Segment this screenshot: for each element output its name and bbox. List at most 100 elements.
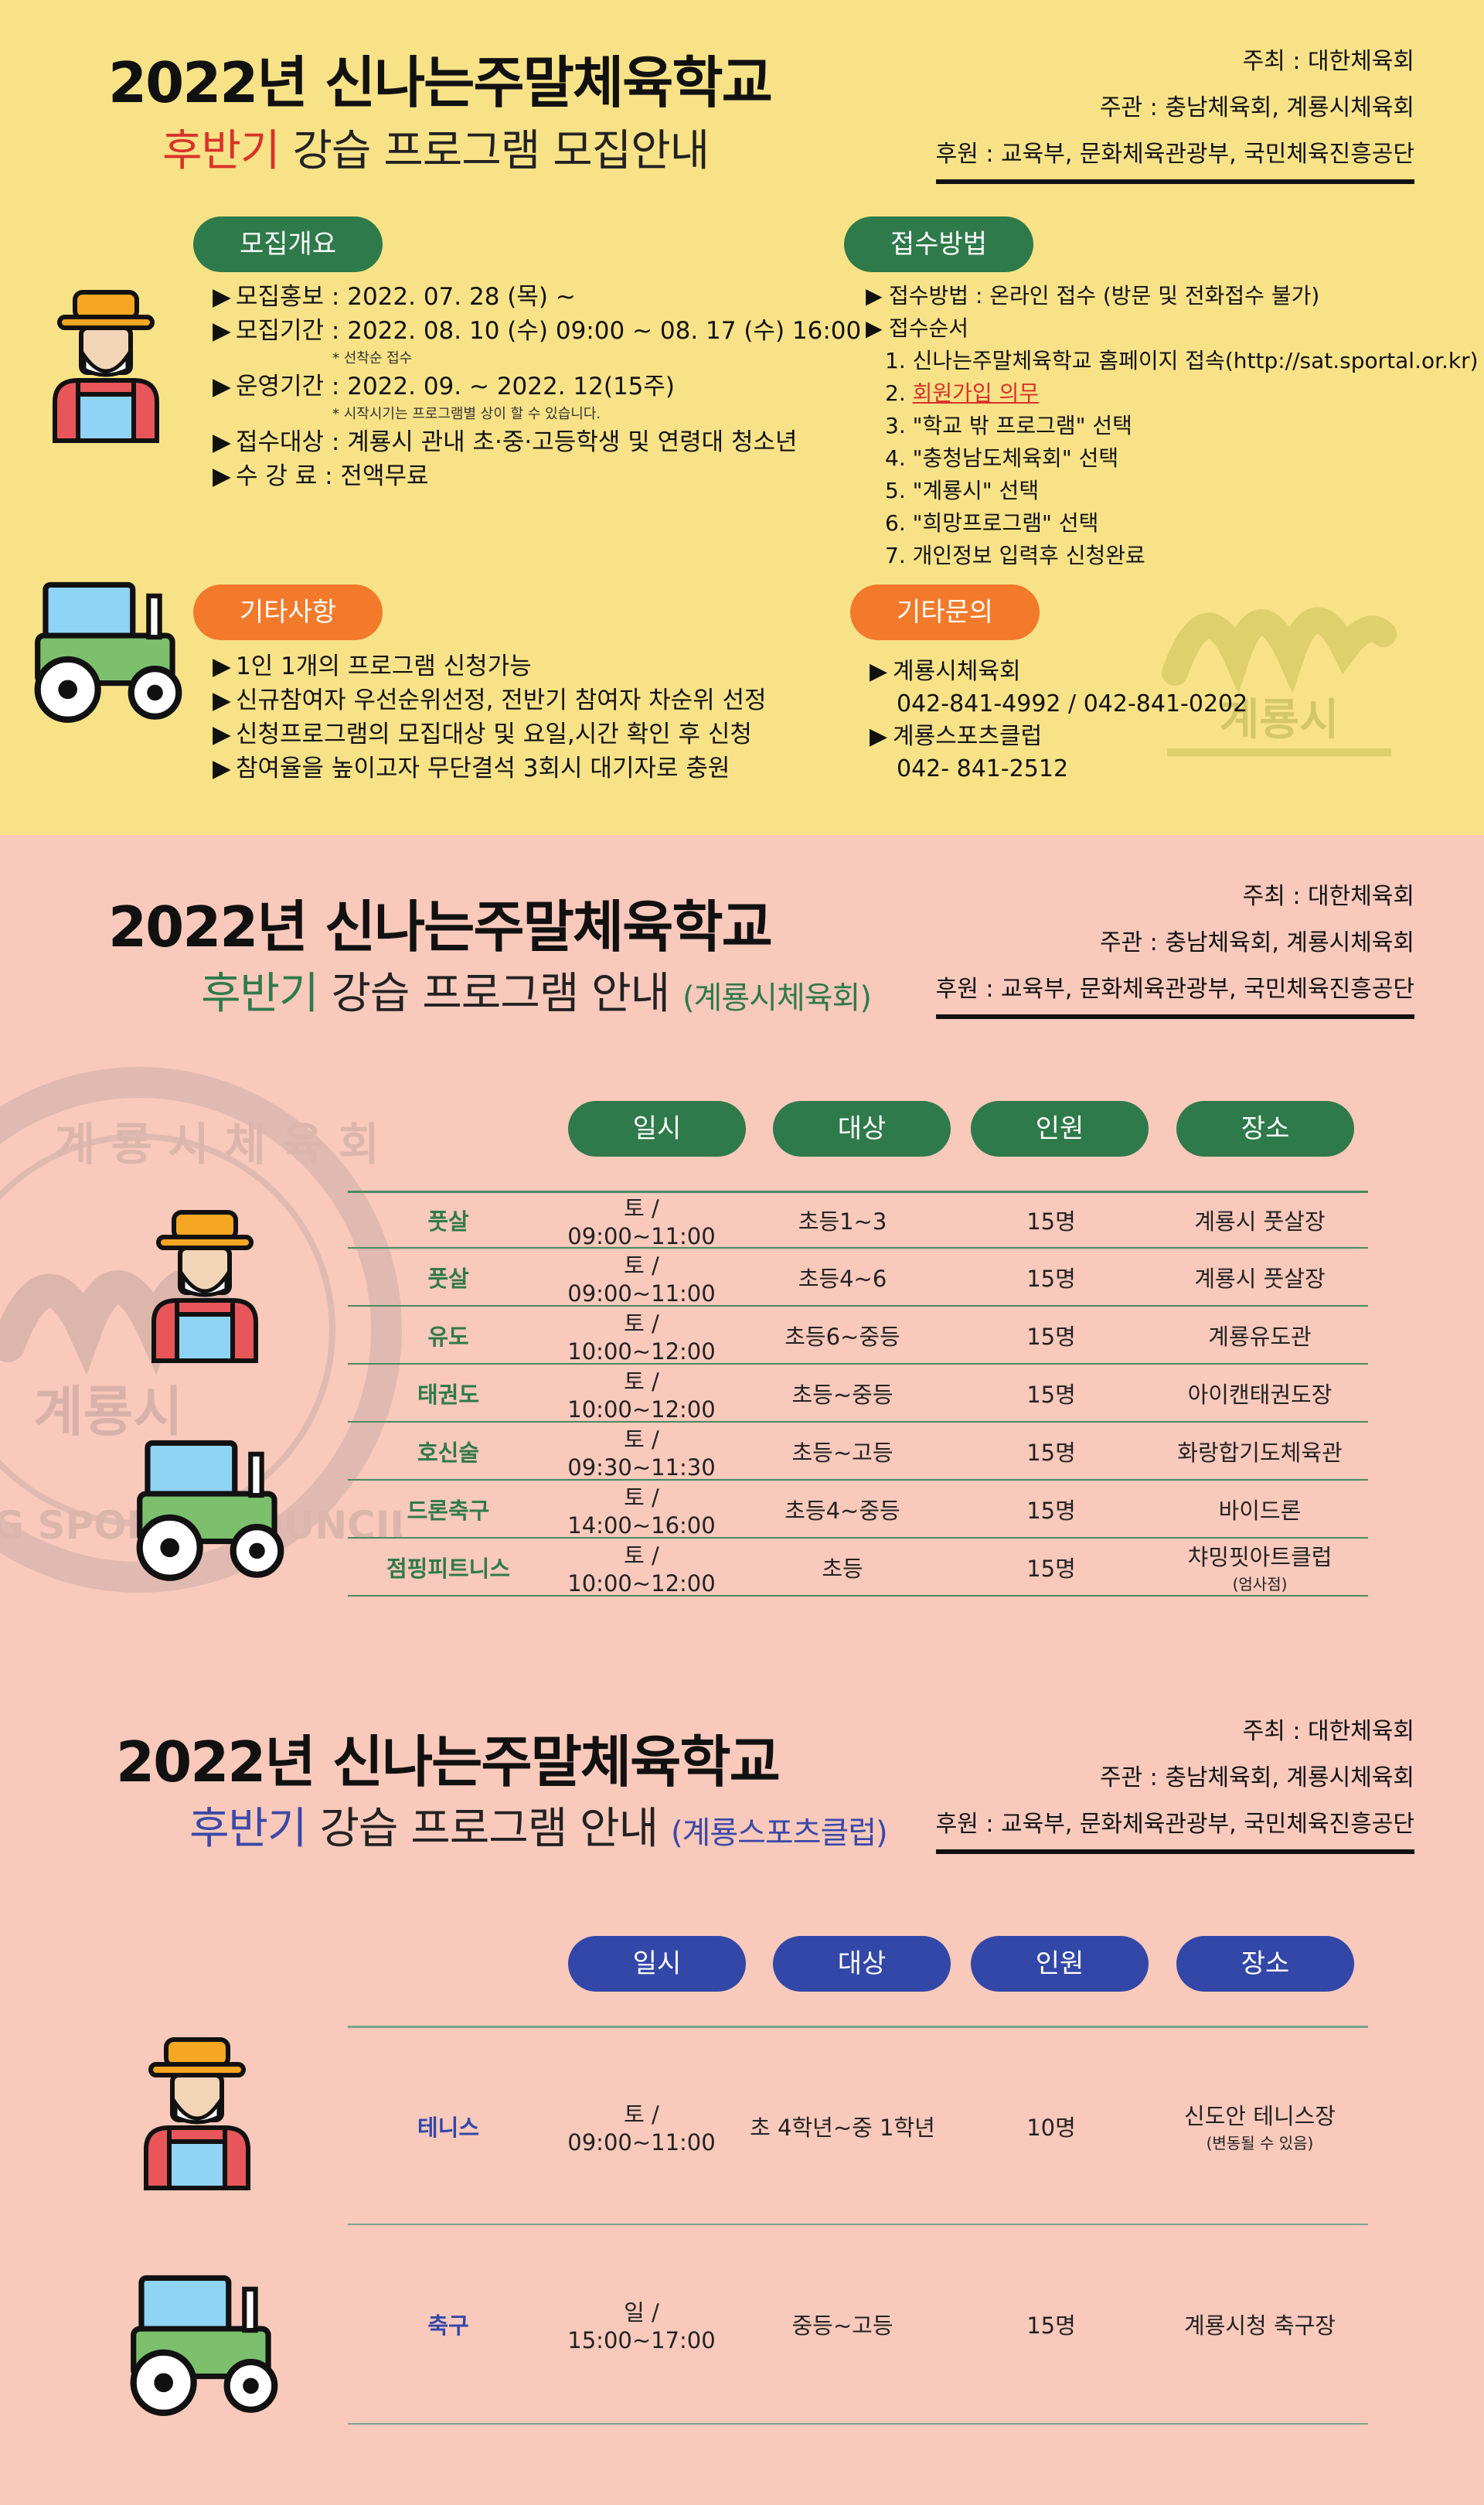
step-item: 3. "학교 밖 프로그램" 선택 — [885, 413, 1132, 438]
place-name: 계룡시청 축구장 — [1184, 2312, 1336, 2339]
place-cell: 계룡시 풋살장 — [1152, 1249, 1368, 1305]
bullet-triangle-icon: ▶ — [213, 317, 231, 345]
list-item: ▶ 1인 1개의 프로그램 신청가능 — [213, 649, 767, 683]
count-cell: 15명 — [1026, 2312, 1076, 2339]
page-title: 2022년 신나는주말체육학교 — [108, 895, 773, 959]
target-cell: 초등1~3 — [798, 1208, 887, 1235]
subtitle-rest: 강습 프로그램 모집안내 — [279, 126, 710, 176]
organizer-text: 주관 : 충남체육회, 계룡시체육회 — [1099, 1764, 1414, 1791]
place-cell: 챠밍핏아트클럽 (엄사점) — [1152, 1539, 1368, 1595]
subtitle-rest: 강습 프로그램 안내 — [306, 1804, 671, 1854]
list-item: ▶ 계룡스포츠클럽 — [870, 721, 1247, 753]
count-cell: 15명 — [1026, 1208, 1076, 1235]
bullet-triangle-icon: ▶ — [213, 755, 231, 782]
count-cell: 10명 — [1026, 2114, 1076, 2141]
contact-list: ▶ 계룡시체육회 042-841-4992 / 042-841-0202 ▶ 계룡스… — [870, 656, 1247, 786]
bullet-triangle-icon: ▶ — [213, 373, 231, 400]
place-name: 계룡시 풋살장 — [1194, 1208, 1326, 1235]
target-cell: 초등 — [822, 1555, 863, 1582]
subtitle-accent: 후반기 — [189, 1804, 308, 1854]
sponsor-text: 후원 : 교육부, 문화체육관광부, 국민체육진흥공단 — [935, 1801, 1414, 1854]
place-name: 계룡시 풋살장 — [1194, 1265, 1326, 1292]
signup-required-text: 회원가입 의무 — [912, 380, 1040, 406]
page-subtitle: 후반기 강습 프로그램 안내 (계룡시체육회) — [201, 959, 872, 1021]
place-cell: 아이캔태권도장 — [1152, 1365, 1368, 1421]
count-cell: 15명 — [1026, 1555, 1076, 1582]
table-header: 일시 대상 인원 장소 — [348, 1098, 1368, 1167]
time-cell: 토 / 10:00~12:00 — [567, 1310, 716, 1365]
step-item: 7. 개인정보 입력후 신청완료 — [885, 543, 1145, 568]
list-item: ▶ 접수대상 : 계룡시 관내 초·중·고등학생 및 연령대 청소년 — [213, 425, 861, 459]
header-time: 일시 — [568, 1936, 746, 1992]
bullet-triangle-icon: ▶ — [213, 653, 231, 680]
host-text: 주최 : 대한체육회 — [1242, 883, 1414, 910]
place-cell: 화랑합기도체육관 — [1152, 1423, 1368, 1479]
header-target: 대상 — [773, 1101, 951, 1157]
program-name: 테니스 — [417, 2114, 480, 2141]
bullet-triangle-icon: ▶ — [870, 723, 888, 750]
table-row: 축구 일 / 15:00~17:00 중등~고등 15명 계룡시청 축구장 — [348, 2225, 1368, 2425]
overview-list: ▶ 모집홍보 : 2022. 07. 28 (목) ~ ▶ 모집기간 : 2022.… — [213, 280, 861, 493]
program-name: 드론축구 — [407, 1497, 490, 1524]
program-section-sports-club: 2022년 신나는주말체육학교 후반기 강습 프로그램 안내 (계룡스포츠클럽)… — [0, 1670, 1484, 2505]
target-cell: 초등~중등 — [791, 1381, 893, 1408]
page-subtitle: 후반기 강습 프로그램 안내 (계룡스포츠클럽) — [189, 1794, 888, 1856]
host-text: 주최 : 대한체육회 — [1242, 48, 1414, 75]
subtitle-org: (계룡시체육회) — [682, 980, 872, 1016]
table-row: 유도 토 / 10:00~12:00 초등6~중등 15명 계룡유도관 — [348, 1307, 1368, 1365]
misc-list: ▶ 1인 1개의 프로그램 신청가능 ▶ 신규참여자 우선순위선정, 전반기 참여자… — [213, 649, 767, 786]
count-cell: 15명 — [1026, 1323, 1076, 1350]
step-item: 6. "희망프로그램" 선택 — [885, 510, 1099, 536]
time-cell: 토 / 14:00~16:00 — [567, 1484, 716, 1539]
page-title: 2022년 신나는주말체육학교 — [116, 1730, 781, 1794]
step-item: 2. 회원가입 의무 — [885, 380, 1040, 406]
program-name: 태권도 — [417, 1381, 480, 1408]
program-section-city-council: 계 룡 시 체 육 회 G SPORTS COUNCIL 계룡시 2022년 신… — [0, 835, 1484, 1670]
time-cell: 토 / 10:00~12:00 — [567, 1542, 716, 1597]
contact-label: 기타문의 — [850, 584, 1040, 640]
header-place: 장소 — [1176, 1936, 1354, 1992]
bullet-triangle-icon: ▶ — [213, 721, 231, 748]
place-note: (엄사점) — [1232, 1575, 1288, 1593]
step-item: 4. "충청남도체육회" 선택 — [885, 445, 1119, 471]
table-row: 테니스 토 / 09:00~11:00 초 4학년~중 1학년 10명 신도안 테니스장… — [348, 2026, 1368, 2225]
apply-list: ▶ 접수방법 : 온라인 접수 (방문 및 전화접수 불가) ▶ 접수순서 1. 신… — [866, 280, 1479, 572]
bullet-triangle-icon: ▶ — [866, 283, 883, 308]
time-cell: 일 / 15:00~17:00 — [567, 2299, 716, 2353]
host-text: 주최 : 대한체육회 — [1242, 1718, 1414, 1745]
list-item: ▶ 접수순서 — [866, 312, 1479, 345]
time-cell: 토 / 09:00~11:00 — [567, 1252, 716, 1307]
header-target: 대상 — [773, 1936, 951, 1992]
bullet-triangle-icon: ▶ — [213, 428, 231, 456]
list-item: ▶ 신규참여자 우선순위선정, 전반기 참여자 차순위 선정 — [213, 683, 767, 717]
bullet-triangle-icon: ▶ — [866, 315, 883, 341]
table-row: 드론축구 토 / 14:00~16:00 초등4~중등 15명 바이드론 — [348, 1481, 1368, 1539]
place-note: (변동될 수 있음) — [1206, 2134, 1314, 2152]
note-start-date: * 시작시기는 프로그램별 상이 할 수 있습니다. — [332, 406, 601, 422]
table-row: 태권도 토 / 10:00~12:00 초등~중등 15명 아이캔태권도장 — [348, 1365, 1368, 1423]
list-item: ▶ 접수방법 : 온라인 접수 (방문 및 전화접수 불가) — [866, 280, 1479, 312]
tractor-icon — [28, 572, 190, 727]
count-cell: 15명 — [1026, 1497, 1076, 1524]
list-item: ▶ 참여율을 높이고자 무단결석 3회시 대기자로 충원 — [213, 752, 767, 786]
subtitle-accent: 후반기 — [201, 969, 319, 1019]
program-table: 일시 대상 인원 장소 풋살 토 / 09:00~11:00 초등1~3 15명 계룡시… — [348, 1098, 1368, 1597]
seal-text: 계 룡 시 체 육 회 — [54, 1118, 380, 1171]
gyeryong-watermark-logo: 계룡시 — [1152, 541, 1407, 765]
page-subtitle: 후반기 강습 프로그램 모집안내 — [162, 116, 710, 179]
table-row: 풋살 토 / 09:00~11:00 초등1~3 15명 계룡시 풋살장 — [348, 1191, 1368, 1249]
place-name: 신도안 테니스장 — [1184, 2103, 1336, 2129]
place-name: 화랑합기도체육관 — [1177, 1439, 1343, 1466]
bullet-triangle-icon: ▶ — [213, 462, 231, 490]
place-name: 바이드론 — [1218, 1497, 1302, 1524]
list-item: ▶ 계룡시체육회 — [870, 656, 1247, 688]
bullet-triangle-icon: ▶ — [213, 283, 231, 311]
header-place: 장소 — [1176, 1101, 1354, 1157]
table-row: 호신술 토 / 09:30~11:30 초등~고등 15명 화랑합기도체육관 — [348, 1423, 1368, 1481]
organizer-block: 주최 : 대한체육회 주관 : 충남체육회, 계룡시체육회 후원 : 교육부, … — [935, 39, 1414, 184]
bullet-triangle-icon: ▶ — [213, 687, 231, 714]
list-item: ▶ 수 강 료 : 전액무료 — [213, 459, 861, 493]
program-name: 풋살 — [427, 1208, 469, 1235]
phone-text: 042- 841-2512 — [897, 755, 1069, 782]
organizer-text: 주관 : 충남체육회, 계룡시체육회 — [1099, 94, 1414, 121]
